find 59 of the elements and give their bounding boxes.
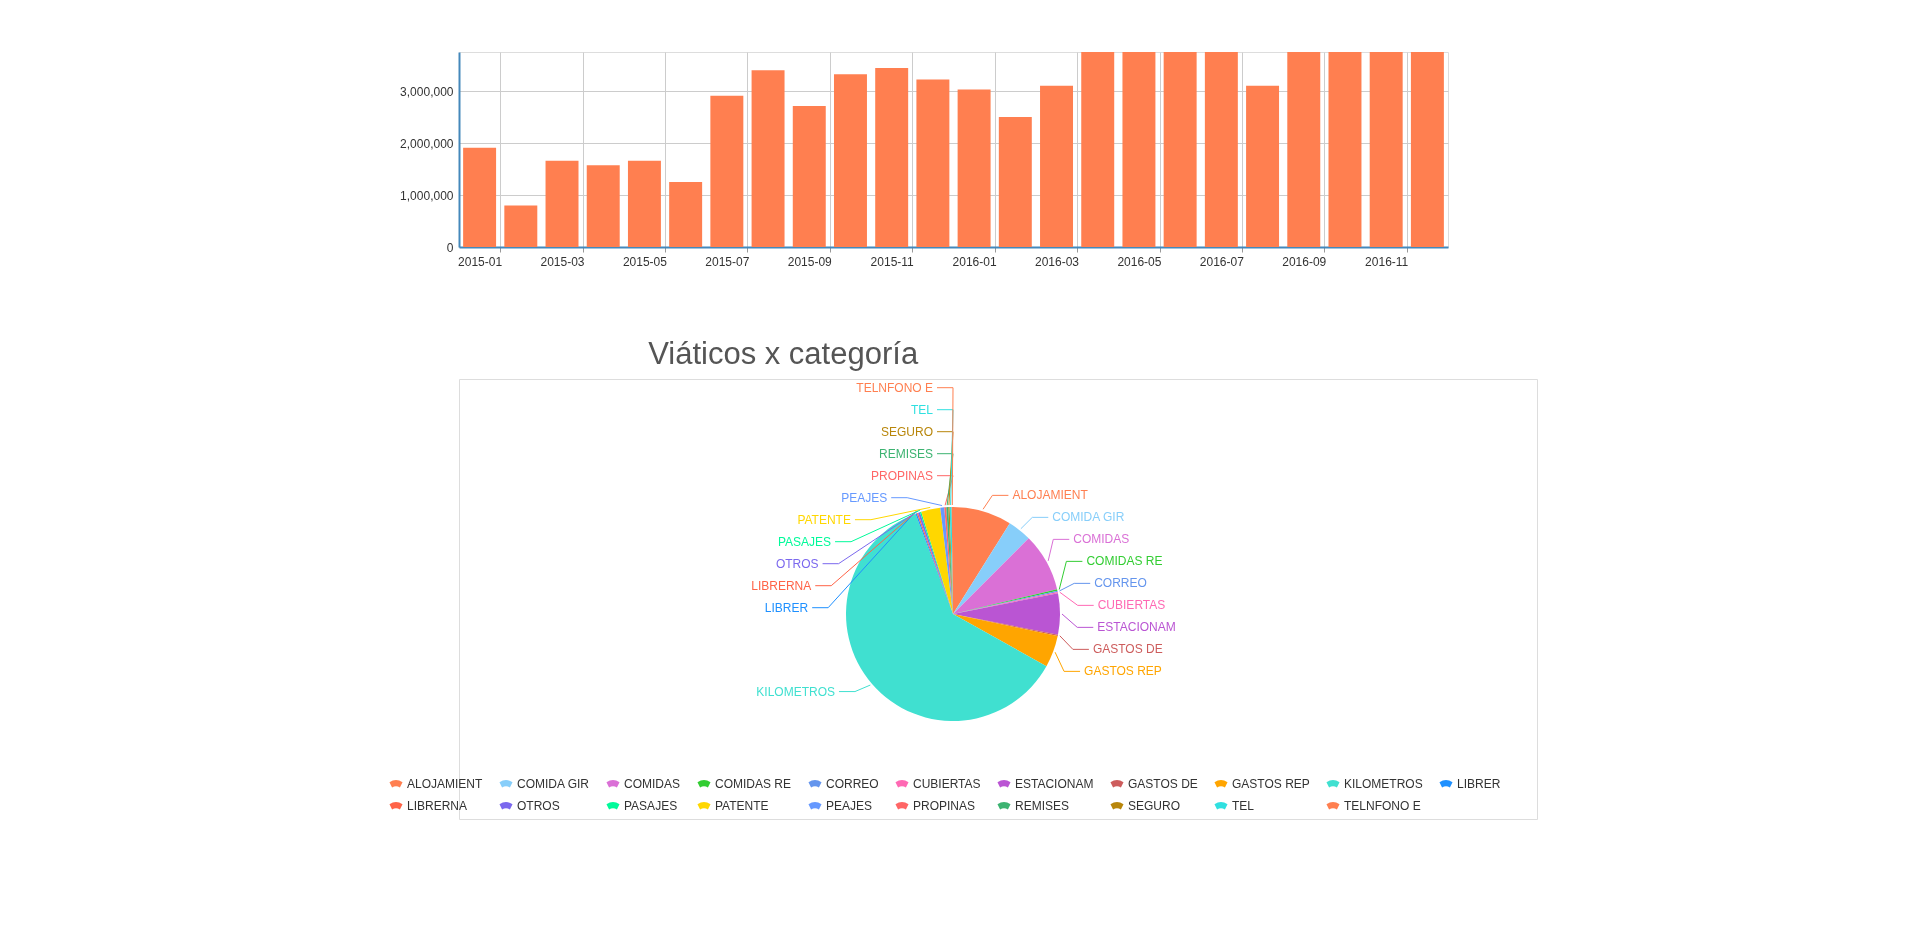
x-tick-label: 2016-03 [1035,254,1080,269]
slice-label: REMISES [878,446,933,461]
x-tick-label: 2016-05 [1117,254,1162,269]
legend-label: LIBRERNA [407,799,468,813]
legend-label: CUBIERTAS [913,777,981,791]
legend-label: PATENTE [715,799,769,813]
slice-label: CUBIERTAS [1097,598,1166,613]
slice-label: PATENTE [797,512,851,527]
y-tick-label: 2,000,000 [400,136,454,151]
legend-label: COMIDAS RE [715,777,792,791]
legend-label: LIBRER [1457,777,1501,791]
legend-label: ALOJAMIENT [407,777,484,791]
legend-label: OTROS [517,799,560,813]
slice-label: PEAJES [841,490,888,505]
legend-label: GASTOS DE [1128,777,1198,791]
legend-label: CORREO [826,777,879,791]
x-tick-label: 2016-01 [952,254,997,269]
y-tick-label: 1,000,000 [400,188,454,203]
slice-label: KILOMETROS [756,684,835,699]
slice-label: LIBRERNA [751,578,812,593]
chart-title: Viáticos x categoría [648,336,919,371]
slice-label: PASAJES [777,534,832,549]
legend-label: ESTACIONAM [1015,777,1094,791]
legend-label: SEGURO [1128,799,1181,813]
x-tick-label: 2016-09 [1282,254,1327,269]
x-tick-label: 2016-11 [1365,254,1409,269]
legend-label: PEAJES [826,799,873,813]
slice-label: COMIDA GIR [1052,510,1125,525]
x-tick-label: 2015-09 [787,254,833,269]
slice-label: TEL [910,402,934,417]
slice-label: PROPINAS [870,468,933,483]
x-tick-label: 2016-07 [1199,254,1245,269]
x-tick-label: 2015-03 [540,254,585,269]
legend-label: TELNFONO E [1344,799,1421,813]
slice-label: OTROS [775,556,819,571]
slice-label: TELNFONO E [856,380,933,395]
legend-label: TEL [1232,799,1255,813]
slice-label: CORREO [1094,576,1147,591]
slice-label: GASTOS REP [1084,664,1162,679]
legend-label: GASTOS REP [1232,777,1310,791]
legend-label: REMISES [1015,799,1070,813]
slice-label: COMIDAS RE [1086,554,1163,569]
x-tick-label: 2015-07 [705,254,750,269]
slice-label: ALOJAMIENT [1012,488,1089,503]
legend-label: KILOMETROS [1344,777,1423,791]
legend-label: PASAJES [624,799,678,813]
x-tick-label: 2015-05 [622,254,668,269]
slice-label: COMIDAS [1073,532,1130,547]
y-tick-label: 0 [446,240,454,255]
slice-label: LIBRER [764,600,809,615]
x-tick-label: 2015-11 [870,254,915,269]
legend-label: PROPINAS [913,799,976,813]
slice-label: SEGURO [880,424,933,439]
legend-label: COMIDA GIR [517,777,590,791]
x-tick-label: 2015-01 [458,254,503,269]
slice-label: GASTOS DE [1092,642,1163,657]
legend-label: COMIDAS [624,777,681,791]
slice-label: ESTACIONAM [1097,620,1176,635]
y-tick-label: 3,000,000 [400,84,454,99]
